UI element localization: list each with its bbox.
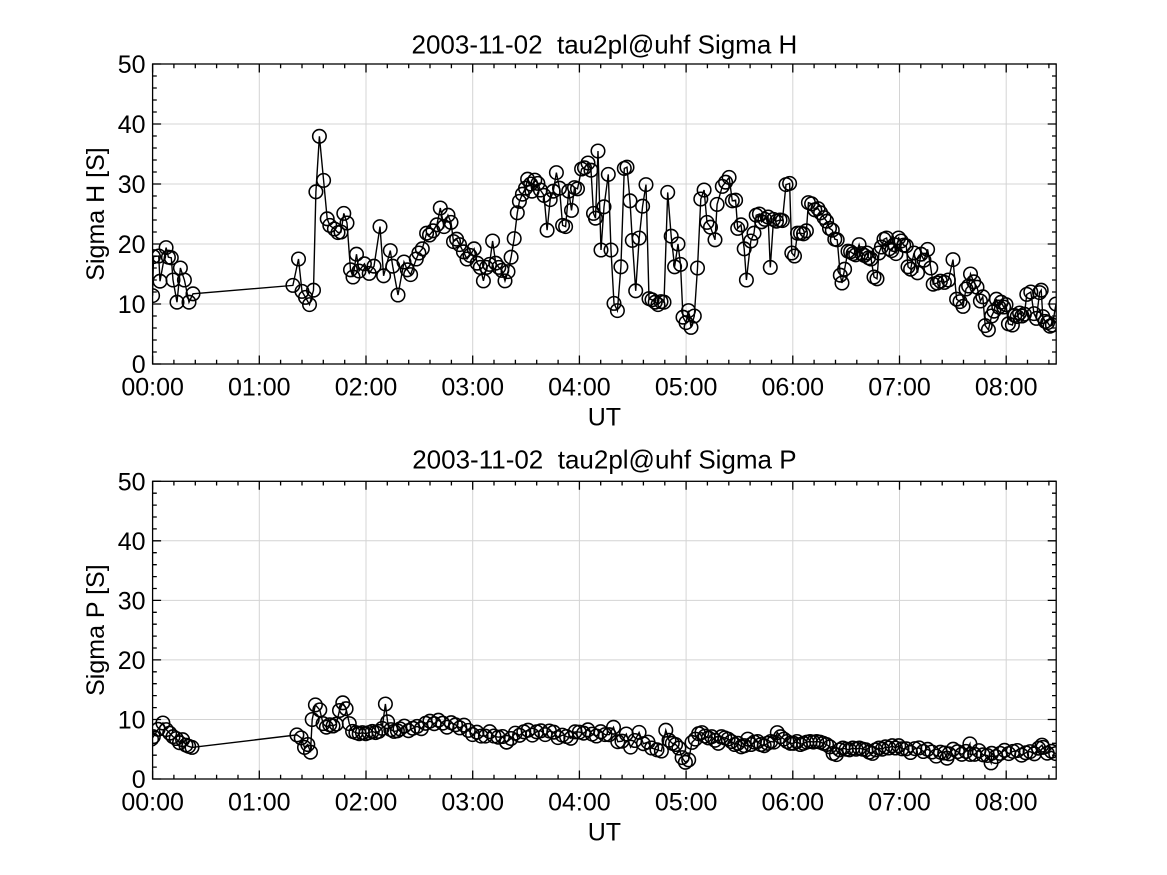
svg-text:Sigma H [S]: Sigma H [S] xyxy=(82,147,110,280)
svg-text:02:00: 02:00 xyxy=(335,374,398,402)
svg-text:03:00: 03:00 xyxy=(441,374,504,402)
svg-text:30: 30 xyxy=(118,171,146,199)
svg-text:07:00: 07:00 xyxy=(868,374,931,402)
svg-text:06:00: 06:00 xyxy=(762,789,825,817)
svg-text:02:00: 02:00 xyxy=(335,789,398,817)
svg-text:40: 40 xyxy=(118,528,146,556)
svg-text:2003-11-02 tau2pl@uhf Sigma H: 2003-11-02 tau2pl@uhf Sigma H xyxy=(411,29,797,59)
svg-text:Sigma P [S]: Sigma P [S] xyxy=(82,564,110,696)
svg-text:04:00: 04:00 xyxy=(548,789,611,817)
svg-text:50: 50 xyxy=(118,468,146,496)
svg-text:20: 20 xyxy=(118,231,146,259)
svg-text:03:00: 03:00 xyxy=(441,789,504,817)
svg-text:10: 10 xyxy=(118,707,146,735)
svg-text:UT: UT xyxy=(588,404,621,432)
svg-text:06:00: 06:00 xyxy=(762,374,825,402)
svg-text:05:00: 05:00 xyxy=(655,374,718,402)
svg-text:20: 20 xyxy=(118,647,146,675)
svg-text:04:00: 04:00 xyxy=(548,374,611,402)
svg-text:05:00: 05:00 xyxy=(655,789,718,817)
svg-text:30: 30 xyxy=(118,587,146,615)
svg-text:00:00: 00:00 xyxy=(121,374,184,402)
svg-text:08:00: 08:00 xyxy=(975,374,1038,402)
svg-text:0: 0 xyxy=(132,351,146,379)
svg-text:10: 10 xyxy=(118,291,146,319)
svg-text:2003-11-02 tau2pl@uhf Sigma P: 2003-11-02 tau2pl@uhf Sigma P xyxy=(412,444,796,474)
svg-text:07:00: 07:00 xyxy=(868,789,931,817)
svg-text:UT: UT xyxy=(588,819,621,847)
svg-text:00:00: 00:00 xyxy=(121,789,184,817)
svg-text:01:00: 01:00 xyxy=(228,374,291,402)
svg-text:50: 50 xyxy=(118,51,146,79)
svg-text:08:00: 08:00 xyxy=(975,789,1038,817)
svg-text:01:00: 01:00 xyxy=(228,789,291,817)
svg-text:40: 40 xyxy=(118,111,146,139)
svg-text:0: 0 xyxy=(132,766,146,794)
